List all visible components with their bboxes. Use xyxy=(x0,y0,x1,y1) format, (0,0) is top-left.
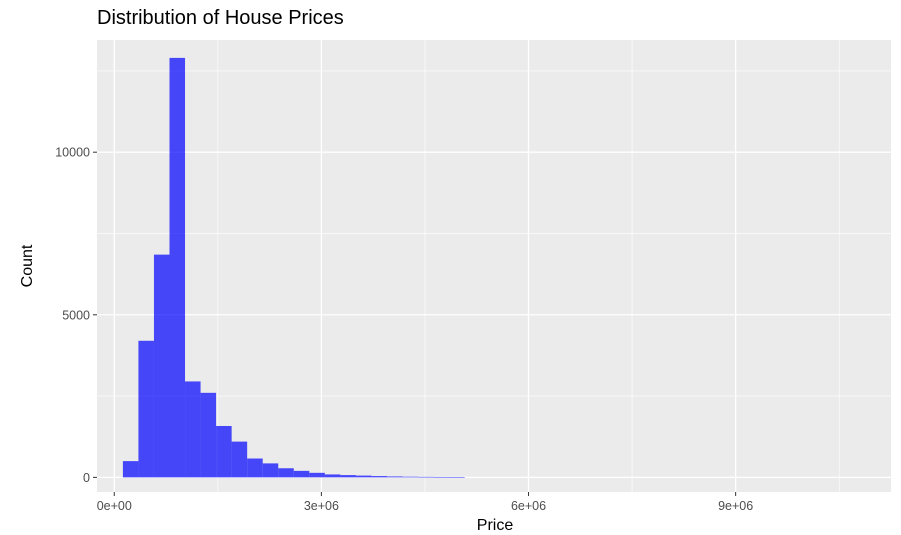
histogram-bar xyxy=(185,381,201,478)
histogram-bar xyxy=(278,468,294,478)
y-axis: 0 5000 10000 xyxy=(55,146,97,485)
histogram-bar xyxy=(293,470,310,478)
histogram-bar xyxy=(216,425,232,478)
x-tick-label: 9e+06 xyxy=(718,499,753,513)
histogram-bar xyxy=(247,458,263,478)
histogram-bar xyxy=(153,254,170,478)
histogram-bar xyxy=(138,340,154,478)
y-tick-label: 0 xyxy=(83,471,90,485)
histogram-bar xyxy=(355,475,372,478)
chart-title: Distribution of House Prices xyxy=(97,7,344,29)
y-tick-label: 10000 xyxy=(55,146,90,160)
histogram-bar xyxy=(122,461,139,478)
histogram-bar xyxy=(340,475,356,478)
histogram-bar xyxy=(324,474,341,478)
histogram-bar xyxy=(309,472,325,478)
x-tick-label: 3e+06 xyxy=(304,499,339,513)
major-gridlines xyxy=(97,40,891,492)
histogram-bar xyxy=(402,476,419,478)
x-tick-label: 0e+00 xyxy=(97,499,132,513)
minor-gridlines xyxy=(97,40,891,492)
histogram-bar xyxy=(371,476,387,478)
y-axis-title: Count xyxy=(19,244,36,287)
histogram-bar xyxy=(386,476,403,478)
histogram-bars xyxy=(122,57,465,478)
y-tick-label: 5000 xyxy=(62,308,90,322)
histogram-bar xyxy=(200,392,217,478)
histogram-bar xyxy=(169,57,186,478)
histogram-bar xyxy=(231,441,248,478)
x-axis-title: Price xyxy=(477,517,514,534)
histogram-bar xyxy=(262,463,279,478)
histogram-bar xyxy=(433,476,450,478)
histogram-bar xyxy=(449,477,465,478)
plot-panel xyxy=(97,40,891,492)
x-tick-label: 6e+06 xyxy=(511,499,546,513)
x-axis: 0e+00 3e+06 6e+06 9e+06 xyxy=(97,492,753,513)
histogram-bar xyxy=(418,476,434,478)
